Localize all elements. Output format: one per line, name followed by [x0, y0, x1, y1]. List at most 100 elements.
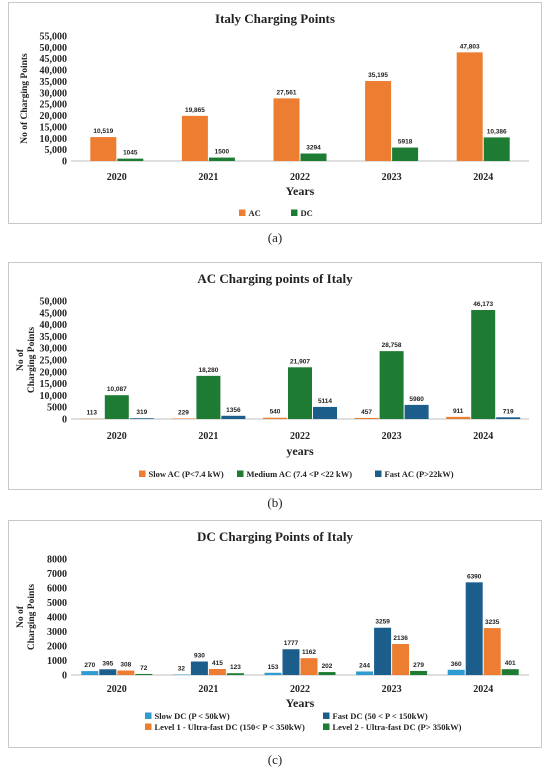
data-label: 27,561 — [277, 89, 297, 96]
y-tick-label: 40,000 — [40, 320, 68, 331]
x-tick-label: 2024 — [473, 684, 493, 695]
y-tick-label: 0 — [62, 157, 67, 168]
data-label: 930 — [194, 653, 205, 660]
bar — [191, 662, 208, 675]
x-tick-label: 2020 — [107, 431, 127, 442]
data-label: 46,173 — [473, 301, 493, 308]
bar — [227, 673, 244, 675]
y-tick-label: 8000 — [47, 555, 67, 566]
y-tick-label: 5000 — [47, 403, 67, 414]
y-axis-label: No of Charging Points — [20, 53, 30, 144]
bar — [117, 159, 143, 161]
data-label: 21,907 — [290, 358, 310, 365]
bar — [171, 418, 195, 419]
data-label: 401 — [505, 660, 516, 667]
y-tick-label: 45,000 — [40, 308, 68, 319]
x-axis-label: Years — [286, 184, 315, 198]
y-tick-label: 15,000 — [40, 122, 68, 133]
data-label: 35,195 — [368, 72, 388, 79]
data-label: 1045 — [123, 150, 138, 157]
y-tick-label: 4000 — [47, 613, 67, 624]
bar — [380, 351, 404, 419]
y-tick-label: 0 — [62, 415, 67, 426]
bar — [117, 671, 134, 675]
y-tick-label: 5,000 — [45, 145, 68, 156]
chart-panel-a: Italy Charging Points 0 5,000 10,000 15,000 2… — [8, 2, 542, 224]
data-label: 10,087 — [107, 386, 127, 393]
bar — [99, 669, 116, 675]
y-tick-label: 55,000 — [40, 32, 68, 43]
legend-label: Fast DC (50 < P < 150kW) — [333, 711, 428, 721]
bar — [105, 395, 129, 419]
legend-label: Fast AC (P>22kW) — [385, 469, 454, 479]
y-tick-label: 25,000 — [40, 356, 68, 367]
legend-swatch — [291, 210, 298, 217]
data-label: 3294 — [306, 145, 321, 152]
data-label: 3259 — [375, 619, 390, 626]
data-label: 5114 — [318, 398, 332, 405]
bar — [410, 671, 427, 675]
data-label: 911 — [453, 408, 464, 415]
y-tick-label: 15,000 — [40, 379, 68, 390]
x-tick-label: 2023 — [382, 172, 402, 183]
chart-panel-c: DC Charging Points of Italy 0 1000 2000 3000… — [8, 520, 542, 748]
y-tick-label: 0 — [62, 671, 67, 682]
bar — [471, 310, 495, 419]
y-tick-label: 30,000 — [40, 344, 68, 355]
y-tick-label: 5000 — [47, 598, 67, 609]
caption-b: (b) — [0, 495, 550, 511]
data-label: 360 — [451, 661, 462, 668]
bar — [496, 417, 520, 419]
caption-a: (a) — [0, 230, 550, 246]
chart-title: Italy Charging Points — [215, 11, 335, 26]
y-tick-label: 45,000 — [40, 54, 68, 65]
y-tick-label: 7000 — [47, 569, 67, 580]
x-tick-label: 2020 — [107, 684, 127, 695]
x-tick-label: 2020 — [107, 172, 127, 183]
x-axis-label: years — [286, 444, 314, 458]
data-label: 540 — [270, 409, 281, 416]
chart-panel-b: AC Charging points of Italy 0 5000 10,000 15… — [8, 262, 542, 490]
data-label: 395 — [102, 660, 113, 667]
legend-label: Level 1 - Ultra-fast DC (150< P < 350kW) — [155, 722, 306, 732]
y-tick-label: 50,000 — [40, 297, 68, 308]
data-label: 1356 — [226, 407, 241, 414]
data-label: 6390 — [467, 573, 482, 580]
chart-c-svg: DC Charging Points of Italy 0 1000 2000 3000… — [9, 521, 541, 747]
legend-swatch — [375, 471, 382, 478]
y-tick-label: 10,000 — [40, 134, 68, 145]
bar — [484, 137, 510, 161]
bar — [90, 137, 116, 161]
bar — [365, 81, 391, 161]
data-label: 1162 — [302, 649, 316, 656]
legend-label: Slow DC (P < 50kW) — [155, 711, 230, 721]
legend-swatch — [139, 471, 146, 478]
bar — [135, 674, 152, 675]
x-tick-label: 2021 — [198, 684, 218, 695]
bar — [355, 418, 379, 419]
bar — [319, 672, 336, 675]
y-tick-label: 35,000 — [40, 332, 68, 343]
bar — [313, 407, 337, 419]
y-tick-label: 10,000 — [40, 391, 68, 402]
legend-swatch — [145, 713, 152, 720]
bar — [221, 416, 245, 419]
data-label: 19,865 — [185, 107, 205, 114]
bar — [263, 418, 287, 419]
legend-label: AC — [249, 208, 261, 218]
legend-label: Medium AC (7.4 <P <22 kW) — [247, 469, 353, 479]
data-label: 457 — [361, 409, 372, 416]
data-label: 10,386 — [487, 128, 507, 135]
data-label: 319 — [136, 409, 147, 416]
x-axis-label: Years — [286, 696, 315, 710]
y-tick-label: 40,000 — [40, 66, 68, 77]
data-label: 202 — [322, 663, 333, 670]
y-tick-label: 50,000 — [40, 43, 68, 54]
data-label: 72 — [140, 665, 148, 672]
data-label: 308 — [120, 662, 131, 669]
data-label: 10,519 — [93, 128, 113, 135]
data-label: 153 — [268, 664, 279, 671]
bar — [356, 671, 373, 675]
chart-title: DC Charging Points of Italy — [197, 529, 354, 544]
